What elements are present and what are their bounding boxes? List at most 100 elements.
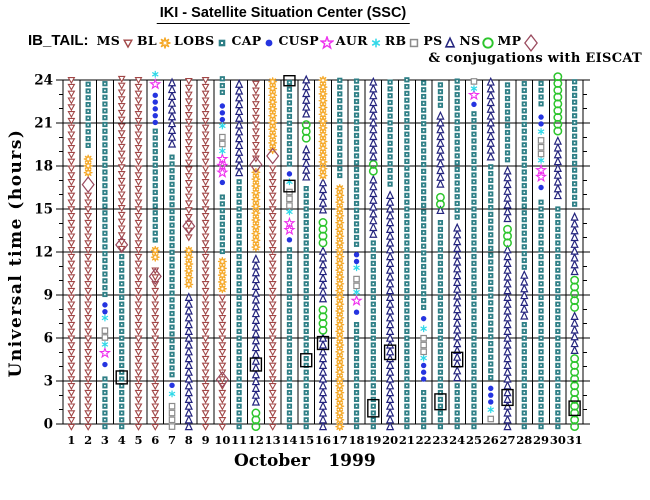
- legend-label: LOBS: [174, 32, 215, 48]
- day-strip-8: [182, 77, 196, 431]
- svg-text:23: 23: [432, 433, 448, 447]
- day-strip-28: [520, 81, 529, 430]
- day-strip-10: [215, 76, 229, 431]
- day-strips: [67, 70, 581, 432]
- legend-heading: IB_TAIL:: [28, 31, 89, 49]
- svg-text:24: 24: [449, 433, 465, 447]
- legend-item-rb: RB: [385, 33, 422, 48]
- mp-crossing-marker: [81, 176, 95, 193]
- svg-text:0: 0: [44, 417, 53, 433]
- svg-text:2: 2: [84, 433, 92, 447]
- day-strip-12: [249, 80, 263, 432]
- eiscat-conjugation-box: [568, 400, 581, 417]
- legend-label: RB: [384, 32, 407, 48]
- svg-text:16: 16: [315, 433, 331, 447]
- svg-text:21: 21: [34, 116, 53, 132]
- day-strip-18: [351, 78, 362, 430]
- legend-item-cusp: CUSP: [278, 32, 334, 49]
- svg-text:26: 26: [483, 433, 499, 447]
- x-tick-labels: 1 2 3 4 5 6 7 8 9 10 11 12 13 14 15 16 17 18 19 20 21 22 23 24 2…: [67, 433, 582, 447]
- svg-text:22: 22: [416, 433, 432, 447]
- legend-label: NS: [459, 32, 481, 48]
- legend-item-bl: BL: [137, 33, 172, 50]
- legend-label: MP: [497, 32, 522, 48]
- svg-text:6: 6: [44, 331, 53, 347]
- svg-text:10: 10: [214, 433, 230, 447]
- legend-item-ns: NS: [459, 32, 495, 49]
- day-strip-1: [67, 77, 75, 431]
- svg-text:3: 3: [101, 433, 109, 447]
- svg-text:18: 18: [349, 433, 365, 447]
- legend-item-ms: MS: [97, 33, 135, 48]
- day-strip-9: [202, 77, 210, 431]
- day-strip-29: [535, 80, 547, 430]
- day-strip-7: [168, 78, 176, 430]
- svg-text:1: 1: [67, 433, 75, 447]
- svg-text:15: 15: [34, 202, 53, 218]
- day-strip-19: [367, 77, 380, 430]
- day-strip-5: [134, 77, 143, 431]
- legend-row: IB_TAIL: MS BL LOBS CAP CUSP AUR RB PS NS MP: [28, 31, 543, 52]
- legend-item-mp: MP: [497, 31, 540, 52]
- day-strip-24: [450, 78, 464, 430]
- svg-text:9: 9: [44, 288, 53, 304]
- svg-text:11: 11: [231, 433, 247, 447]
- day-strip-20: [383, 79, 397, 431]
- day-strip-30: [553, 72, 563, 430]
- svg-text:12: 12: [34, 245, 53, 261]
- day-strip-27: [501, 82, 514, 431]
- svg-text:18: 18: [34, 159, 53, 175]
- svg-text:27: 27: [500, 433, 516, 447]
- svg-text:20: 20: [382, 433, 398, 447]
- svg-text:24: 24: [34, 73, 53, 89]
- eiscat-conjugation-box: [450, 351, 464, 368]
- svg-text:29: 29: [533, 433, 549, 447]
- legend-label: CUSP: [278, 32, 319, 48]
- axis-ticks: [56, 79, 590, 425]
- eiscat-conjugation-box: [434, 393, 447, 411]
- day-strip-14: [283, 74, 296, 430]
- eiscat-note: & conjugations with EISCAT: [428, 51, 642, 66]
- eiscat-conjugation-box: [115, 370, 128, 385]
- day-strip-23: [434, 82, 447, 430]
- svg-text:3: 3: [44, 374, 53, 390]
- eiscat-conjugation-box: [283, 74, 296, 87]
- svg-text:30: 30: [550, 433, 566, 447]
- svg-text:7: 7: [168, 433, 176, 447]
- svg-text:6: 6: [151, 433, 159, 447]
- eiscat-conjugation-box: [501, 388, 514, 407]
- day-strip-2: [81, 81, 95, 431]
- day-strip-15: [300, 75, 313, 430]
- svg-text:13: 13: [265, 433, 281, 447]
- eiscat-conjugation-box: [367, 398, 380, 418]
- svg-text:12: 12: [248, 433, 264, 447]
- svg-text:28: 28: [516, 433, 532, 447]
- svg-text:9: 9: [202, 433, 210, 447]
- svg-text:21: 21: [399, 433, 415, 447]
- svg-text:25: 25: [466, 433, 482, 447]
- page-title: IKI - Satellite Situation Center (SSC): [156, 5, 410, 24]
- day-strip-31: [568, 79, 581, 432]
- svg-text:17: 17: [332, 433, 348, 447]
- eiscat-conjugation-box: [249, 357, 263, 372]
- day-strip-6: [148, 70, 162, 431]
- legend-label: CAP: [231, 32, 262, 48]
- day-strip-3: [99, 81, 111, 430]
- svg-text:19: 19: [365, 433, 381, 447]
- day-strip-26: [486, 77, 495, 423]
- eiscat-conjugation-box: [316, 335, 330, 351]
- legend-label: PS: [423, 32, 443, 48]
- day-strip-21: [404, 77, 410, 430]
- day-strip-25: [468, 78, 480, 430]
- eiscat-conjugation-box: [383, 344, 397, 361]
- svg-text:14: 14: [281, 433, 297, 447]
- x-axis-year-label: 1999: [328, 451, 376, 471]
- svg-text:15: 15: [298, 433, 314, 447]
- legend-item-lobs: LOBS: [174, 33, 229, 48]
- legend-item-cap: CAP: [231, 33, 276, 48]
- legend-item-aur: AUR: [336, 33, 383, 49]
- legend-items: MS BL LOBS CAP CUSP AUR RB PS NS MP: [97, 31, 543, 52]
- eiscat-conjugation-box: [300, 353, 313, 368]
